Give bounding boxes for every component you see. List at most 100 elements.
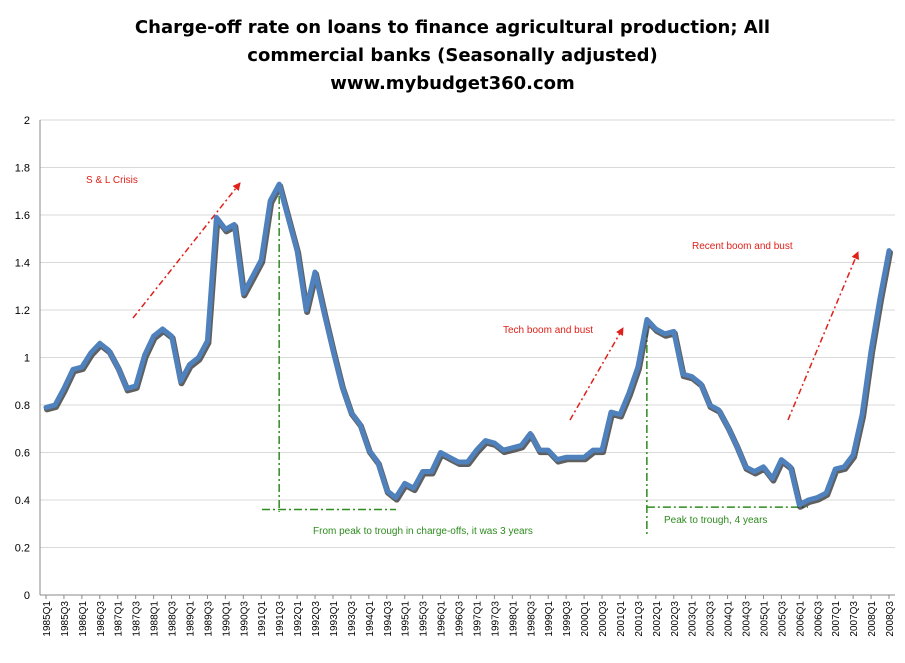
x-tick-label: 1987Q1 — [114, 601, 125, 637]
data-point — [250, 275, 254, 279]
data-point — [726, 424, 730, 428]
x-tick-label: 1986Q1 — [78, 601, 89, 637]
y-tick-label: 2 — [24, 115, 30, 127]
data-point — [412, 486, 416, 490]
data-point — [80, 365, 84, 369]
arrow-recent-boom — [787, 251, 859, 421]
data-point — [555, 458, 559, 462]
x-tick-label: 1995Q3 — [419, 601, 430, 637]
annotation-peak-to-trough-3y: From peak to trough in charge-offs, it w… — [313, 526, 533, 537]
data-point — [134, 384, 138, 388]
data-point — [510, 446, 514, 450]
data-point — [107, 348, 111, 352]
x-tick-label: 2004Q1 — [724, 601, 735, 637]
data-point — [681, 372, 685, 376]
data-point — [609, 410, 613, 414]
x-tick-label: 1997Q1 — [472, 601, 483, 637]
data-point — [537, 448, 541, 452]
data-point — [98, 341, 102, 345]
chart-title-line-3: www.mybudget360.com — [330, 73, 575, 94]
data-point — [690, 375, 694, 378]
data-point — [869, 348, 873, 352]
guide-lines — [132, 182, 859, 536]
data-point — [654, 327, 658, 331]
x-tick-label: 1985Q1 — [42, 601, 53, 637]
data-point — [519, 443, 523, 447]
x-tick-label: 2008Q3 — [885, 601, 896, 637]
data-point — [277, 182, 281, 186]
x-tick-label: 1999Q3 — [562, 601, 573, 637]
y-tick-label: 1 — [24, 353, 30, 365]
x-tick-label: 1992Q1 — [293, 601, 304, 637]
data-point — [448, 455, 452, 459]
data-point — [761, 465, 765, 469]
x-tick-label: 2003Q3 — [706, 601, 717, 637]
x-tick-label: 1998Q3 — [526, 601, 537, 637]
x-tick-label: 2002Q3 — [670, 601, 681, 637]
chart-title: Charge-off rate on loans to finance agri… — [0, 14, 905, 98]
x-tick-label: 2006Q3 — [813, 601, 824, 637]
data-point — [358, 422, 362, 426]
x-tick-label: 1991Q1 — [257, 601, 268, 637]
data-point — [313, 270, 317, 274]
data-point — [161, 327, 165, 331]
x-tick-label: 1987Q3 — [132, 601, 143, 637]
data-point — [887, 249, 891, 253]
x-tick-label: 2006Q1 — [795, 601, 806, 637]
x-tick-label: 1992Q3 — [311, 601, 322, 637]
x-tick-label: 2004Q3 — [742, 601, 753, 637]
data-point — [89, 351, 93, 355]
x-tick-label: 1990Q1 — [221, 601, 232, 637]
data-point — [770, 477, 774, 481]
x-tick-label: 2007Q1 — [831, 601, 842, 637]
data-point — [457, 460, 460, 464]
data-point — [851, 453, 855, 457]
data-point — [546, 448, 550, 452]
y-tick-label: 0 — [24, 590, 30, 602]
data-point — [860, 413, 864, 416]
chart-title-line-2: commercial banks (Seasonally adjusted) — [247, 45, 658, 66]
data-point — [385, 489, 389, 492]
data-point — [143, 353, 147, 357]
data-point — [394, 496, 398, 500]
data-point — [295, 249, 299, 253]
x-tick-label: 1985Q3 — [60, 601, 71, 637]
y-tick-label: 0.2 — [15, 543, 30, 555]
data-point — [663, 332, 667, 336]
x-tick-label: 1995Q1 — [401, 601, 412, 637]
chart-title-line-1: Charge-off rate on loans to finance agri… — [134, 17, 771, 38]
data-point — [672, 329, 676, 333]
data-point — [806, 498, 810, 502]
x-tick-label: 1997Q3 — [490, 601, 501, 637]
data-point — [636, 365, 640, 369]
data-point — [53, 403, 57, 407]
y-tick-label: 1.8 — [15, 163, 30, 175]
data-point — [259, 258, 263, 262]
data-point — [528, 432, 532, 435]
gridlines — [40, 119, 895, 548]
data-point — [708, 403, 712, 407]
data-point — [322, 310, 326, 314]
x-tick-label: 1990Q3 — [239, 601, 250, 637]
data-point — [125, 386, 129, 390]
x-tick-label: 1989Q3 — [203, 601, 214, 637]
data-point — [717, 408, 721, 412]
data-point — [116, 365, 120, 369]
data-point — [44, 405, 48, 409]
series-line — [43, 181, 892, 508]
data-point — [340, 384, 344, 388]
y-tick-label: 1.6 — [15, 210, 30, 222]
data-point — [376, 460, 380, 464]
data-point — [797, 503, 801, 507]
data-point — [591, 448, 595, 452]
data-point — [286, 215, 290, 219]
data-point — [403, 481, 407, 485]
data-point — [268, 199, 272, 203]
x-tick-label: 2002Q1 — [652, 601, 663, 637]
y-tick-label: 0.8 — [15, 400, 30, 412]
arrow-tech-boom — [569, 327, 624, 421]
data-point — [71, 367, 75, 371]
x-tick-label: 1988Q3 — [168, 601, 179, 637]
data-point — [223, 227, 227, 231]
data-point — [842, 465, 846, 469]
